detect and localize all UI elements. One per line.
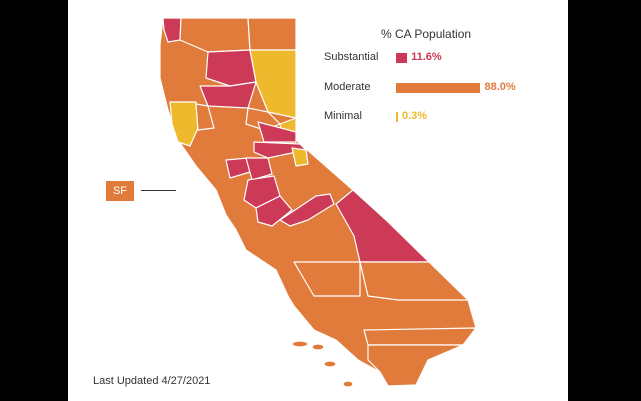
county-sacramento[interactable] [245, 157, 273, 181]
sf-callout-label[interactable]: SF [106, 181, 134, 201]
map-panel: % CA Population Substantial 11.6% Modera… [68, 0, 568, 401]
legend-label: Substantial [324, 51, 379, 63]
sf-callout-line [141, 190, 176, 191]
legend-label: Minimal [324, 110, 362, 122]
county-san-diego[interactable] [367, 344, 464, 387]
county-lassen[interactable] [249, 49, 297, 119]
county-riverside[interactable] [363, 327, 477, 346]
channel-island-1 [291, 340, 309, 348]
legend-percent: 88.0% [484, 81, 516, 93]
county-shasta[interactable] [205, 49, 257, 87]
county-el-dorado[interactable] [253, 141, 307, 159]
county-fresno[interactable] [279, 193, 335, 227]
last-updated-text: Last Updated 4/27/2021 [93, 375, 211, 387]
county-mendocino[interactable] [169, 101, 199, 147]
channel-island-3 [323, 360, 337, 368]
channel-island-2 [311, 343, 325, 351]
county-alpine[interactable] [291, 147, 309, 167]
california-county-map [159, 17, 477, 388]
legend-bar [396, 53, 408, 63]
county-placer[interactable] [257, 121, 297, 143]
legend-label: Moderate [324, 81, 371, 93]
legend-title: % CA Population [381, 27, 472, 41]
county-tehama[interactable] [199, 81, 257, 109]
county-lake[interactable] [195, 103, 215, 131]
county-modoc[interactable] [247, 17, 297, 51]
county-san-bernardino[interactable] [359, 261, 469, 301]
channel-island-4 [342, 380, 354, 388]
legend-bar [396, 83, 481, 93]
county-del-norte[interactable] [162, 17, 182, 43]
legend-percent: 11.6% [411, 51, 442, 63]
county-kern[interactable] [293, 261, 361, 297]
legend-percent: 0.3% [402, 110, 428, 122]
legend-bar [396, 112, 398, 122]
